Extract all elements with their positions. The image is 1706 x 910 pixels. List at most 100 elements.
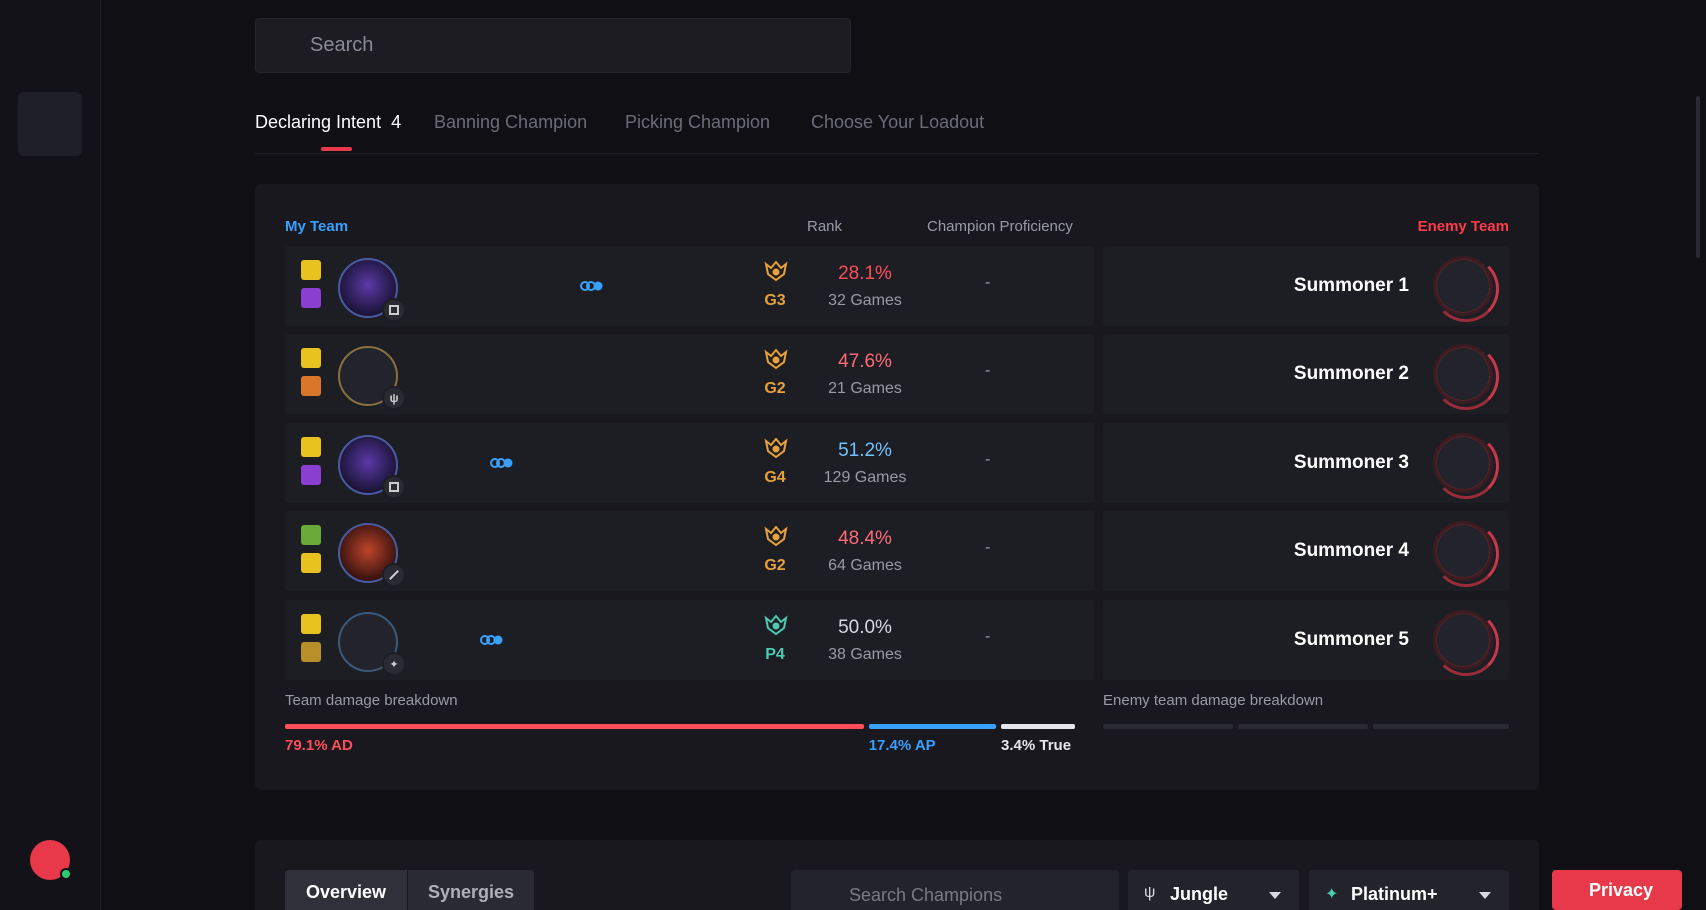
winrate: 50.0% — [838, 617, 892, 638]
champion-proficiency: - — [985, 362, 991, 379]
champion-proficiency: - — [985, 451, 991, 468]
champion-stats-panel: Overview Synergies ψ Jungle ✦ Platinum+ — [255, 840, 1539, 910]
summoner-spell-icon — [301, 642, 321, 662]
tab-banning-champion[interactable]: Banning Champion — [434, 112, 587, 133]
enemy-champion-portrait — [1433, 344, 1499, 410]
team-panel: My Team Rank Champion Proficiency Enemy … — [255, 184, 1539, 790]
summoner-spell-icon — [301, 376, 321, 396]
tab-label: Choose Your Loadout — [811, 112, 985, 132]
champion-proficiency: - — [985, 628, 991, 645]
maximize-icon[interactable] — [1603, 8, 1643, 32]
platinum-icon: ✦ — [1325, 886, 1339, 903]
summoner-name: Summoner 3 — [1293, 452, 1409, 473]
tab-label: Banning Champion — [434, 112, 588, 132]
tab-choose-your-loadout[interactable]: Choose Your Loadout — [811, 112, 984, 133]
layers-icon[interactable] — [18, 438, 82, 502]
search-bar[interactable] — [255, 18, 851, 73]
enemy-team-row: Summoner 5 — [1103, 600, 1509, 680]
rank-dropdown-value: Platinum+ — [1351, 884, 1438, 904]
games-count: 21 Games — [828, 380, 902, 397]
summoner-spell-smite-icon — [301, 260, 321, 280]
tab-declaring-intent[interactable]: Declaring Intent 4 — [255, 112, 401, 133]
probuilds-icon[interactable] — [18, 310, 82, 374]
enemy-team-label: Enemy Team — [1417, 218, 1509, 235]
league-of-legends-icon[interactable] — [18, 92, 82, 156]
enemy-damage-bar-empty — [1373, 724, 1509, 729]
active-tab-indicator — [321, 147, 352, 151]
scrollbar-thumb[interactable] — [1696, 96, 1700, 258]
winrate: 47.6% — [838, 351, 892, 372]
enemy-team-row: Summoner 3 — [1103, 423, 1509, 503]
support-role-icon — [382, 298, 406, 322]
back-arrow-icon[interactable] — [117, 34, 141, 58]
rank-dropdown[interactable]: ✦ Platinum+ — [1309, 870, 1509, 910]
summoner-spell-icon — [301, 525, 321, 545]
chevron-down-icon — [1269, 892, 1281, 899]
enemy-damage-bar-empty — [1238, 724, 1368, 729]
ap-damage-bar — [868, 724, 996, 729]
role-dropdown[interactable]: ψ Jungle — [1128, 870, 1299, 910]
champion-portrait[interactable] — [338, 435, 398, 495]
settings-gear-icon[interactable] — [18, 734, 82, 798]
team-damage-label: Team damage breakdown — [285, 692, 458, 709]
tab-label: Picking Champion — [625, 112, 771, 132]
champion-proficiency: - — [985, 274, 991, 291]
stats-icon[interactable] — [18, 244, 82, 308]
my-team-row: G3 28.1% 32 Games - — [285, 246, 1094, 326]
home-icon[interactable] — [18, 178, 82, 242]
duo-link-icon — [480, 635, 503, 645]
adc-role-icon: ✦ — [382, 652, 406, 676]
minimize-icon[interactable] — [1548, 8, 1588, 32]
summoner-name: Summoner 4 — [1293, 540, 1409, 561]
jungle-role-icon: ψ — [382, 386, 406, 410]
online-status-dot — [60, 868, 72, 880]
summoner-name: Summoner 2 — [1293, 363, 1409, 384]
my-team-row: G2 48.4% 64 Games - — [285, 511, 1094, 591]
app-logo-icon[interactable] — [18, 14, 82, 78]
true-damage-label: 3.4% True — [1001, 737, 1072, 754]
winrate: 28.1% — [838, 263, 892, 284]
rank-tier: G3 — [764, 292, 786, 309]
enemy-team-row: Summoner 1 — [1103, 246, 1509, 326]
support-role-icon — [382, 475, 406, 499]
summoner-spell-smite-icon — [301, 348, 321, 368]
gold-rank-icon — [764, 437, 788, 459]
champ-select-phase-tabs: Declaring Intent 4 Banning Champion Picki… — [255, 100, 1538, 154]
tab-overview[interactable]: Overview — [285, 870, 407, 910]
tab-picking-champion[interactable]: Picking Champion — [625, 112, 770, 133]
my-team-label: My Team — [285, 218, 349, 235]
winrate: 48.4% — [838, 528, 892, 549]
champion-search[interactable] — [791, 870, 1119, 910]
privacy-label: Privacy — [1588, 879, 1654, 900]
true-damage-bar — [1001, 724, 1075, 729]
summoner-spell-smite-icon — [301, 614, 321, 634]
enemy-champion-portrait — [1433, 610, 1499, 676]
refresh-icon[interactable] — [198, 34, 222, 58]
platinum-rank-icon — [764, 614, 788, 636]
summoner-spell-icon — [301, 465, 321, 485]
rank-tier: G2 — [764, 380, 786, 397]
chevron-down-icon — [1479, 892, 1491, 899]
close-icon[interactable] — [1658, 8, 1698, 32]
ap-damage-label: 17.4% AP — [868, 737, 936, 754]
games-count: 129 Games — [823, 469, 907, 486]
duo-link-icon — [490, 458, 513, 468]
proficiency-header: Champion Proficiency — [927, 218, 1073, 235]
enemy-team-row: Summoner 2 — [1103, 334, 1509, 414]
enemy-champion-portrait — [1433, 521, 1499, 587]
my-team-row: ✦ P4 50.0% 38 Games - — [285, 600, 1094, 680]
champion-search-input[interactable] — [849, 870, 1109, 910]
search-input[interactable] — [310, 19, 830, 72]
winrate: 51.2% — [838, 440, 892, 461]
my-team-row: G4 51.2% 129 Games - — [285, 423, 1094, 503]
tier-list-icon[interactable] — [18, 374, 82, 438]
enemy-damage-label: Enemy team damage breakdown — [1103, 692, 1324, 709]
tab-synergies[interactable]: Synergies — [408, 870, 534, 910]
rank-tier: G4 — [764, 469, 786, 486]
privacy-button[interactable]: Privacy — [1552, 870, 1682, 910]
forward-arrow-icon[interactable] — [157, 34, 181, 58]
gold-rank-icon — [764, 260, 788, 282]
summoner-spell-smite-icon — [301, 437, 321, 457]
enemy-damage-bar-empty — [1103, 724, 1233, 729]
